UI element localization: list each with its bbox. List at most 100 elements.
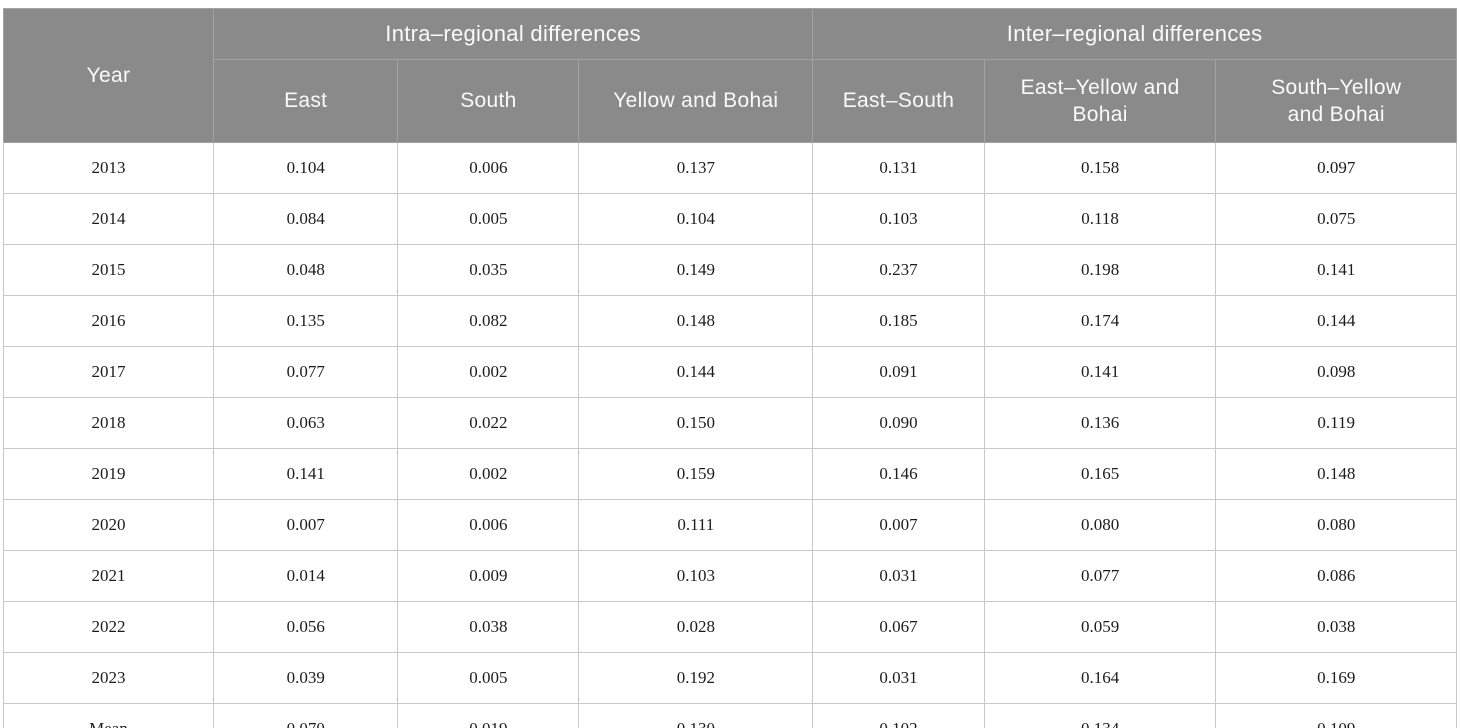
value-cell: 0.141 bbox=[212, 448, 399, 500]
value-cell: 0.098 bbox=[1215, 346, 1457, 398]
value-cell: 0.031 bbox=[812, 550, 985, 602]
value-cell: 0.144 bbox=[578, 346, 814, 398]
year-cell: 2021 bbox=[3, 550, 214, 602]
value-cell: 0.090 bbox=[812, 397, 985, 449]
value-cell: 0.148 bbox=[1215, 448, 1457, 500]
value-cell: 0.022 bbox=[397, 397, 580, 449]
value-cell: 0.080 bbox=[1215, 499, 1457, 551]
value-cell: 0.014 bbox=[212, 550, 399, 602]
table-body: 2013 0.104 0.006 0.137 0.131 0.158 0.097… bbox=[3, 142, 1457, 728]
year-cell: Mean bbox=[3, 703, 214, 728]
value-cell: 0.038 bbox=[1215, 601, 1457, 653]
year-cell: 2013 bbox=[3, 142, 214, 194]
value-cell: 0.158 bbox=[983, 142, 1217, 194]
value-cell: 0.130 bbox=[578, 703, 814, 728]
header-group-row: Year Intra–regional differences Inter–re… bbox=[3, 8, 1457, 143]
value-cell: 0.165 bbox=[983, 448, 1217, 500]
year-cell: 2022 bbox=[3, 601, 214, 653]
table-row: 2021 0.014 0.009 0.103 0.031 0.077 0.086 bbox=[3, 550, 1457, 602]
table-row-mean: Mean 0.070 0.019 0.130 0.102 0.134 0.109 bbox=[3, 703, 1457, 728]
value-cell: 0.136 bbox=[983, 397, 1217, 449]
value-cell: 0.149 bbox=[578, 244, 814, 296]
value-cell: 0.006 bbox=[397, 142, 580, 194]
table-row: 2020 0.007 0.006 0.111 0.007 0.080 0.080 bbox=[3, 499, 1457, 551]
value-cell: 0.006 bbox=[397, 499, 580, 551]
column-group-inter-regional: Inter–regional differences bbox=[812, 8, 1457, 60]
value-cell: 0.134 bbox=[983, 703, 1217, 728]
column-header-yellow-and-bohai: Yellow and Bohai bbox=[578, 59, 814, 143]
column-header-east-yellow-and-bohai: East–Yellow and Bohai bbox=[983, 59, 1217, 143]
value-cell: 0.059 bbox=[983, 601, 1217, 653]
value-cell: 0.174 bbox=[983, 295, 1217, 347]
value-cell: 0.144 bbox=[1215, 295, 1457, 347]
value-cell: 0.131 bbox=[812, 142, 985, 194]
table-row: 2013 0.104 0.006 0.137 0.131 0.158 0.097 bbox=[3, 142, 1457, 194]
value-cell: 0.082 bbox=[397, 295, 580, 347]
value-cell: 0.111 bbox=[578, 499, 814, 551]
value-cell: 0.005 bbox=[397, 652, 580, 704]
value-cell: 0.005 bbox=[397, 193, 580, 245]
value-cell: 0.104 bbox=[212, 142, 399, 194]
value-cell: 0.119 bbox=[1215, 397, 1457, 449]
value-cell: 0.035 bbox=[397, 244, 580, 296]
value-cell: 0.028 bbox=[578, 601, 814, 653]
header-sub-row: East South Yellow and Bohai East–South E… bbox=[4, 59, 1457, 143]
value-cell: 0.109 bbox=[1215, 703, 1457, 728]
table-row: 2019 0.141 0.002 0.159 0.146 0.165 0.148 bbox=[3, 448, 1457, 500]
value-cell: 0.039 bbox=[212, 652, 399, 704]
value-cell: 0.185 bbox=[812, 295, 985, 347]
value-cell: 0.084 bbox=[212, 193, 399, 245]
table-header: Year Intra–regional differences Inter–re… bbox=[3, 8, 1457, 143]
value-cell: 0.148 bbox=[578, 295, 814, 347]
value-cell: 0.009 bbox=[397, 550, 580, 602]
value-cell: 0.007 bbox=[812, 499, 985, 551]
value-cell: 0.137 bbox=[578, 142, 814, 194]
table-row: 2015 0.048 0.035 0.149 0.237 0.198 0.141 bbox=[3, 244, 1457, 296]
value-cell: 0.002 bbox=[397, 448, 580, 500]
value-cell: 0.002 bbox=[397, 346, 580, 398]
year-cell: 2019 bbox=[3, 448, 214, 500]
value-cell: 0.103 bbox=[578, 550, 814, 602]
year-cell: 2014 bbox=[3, 193, 214, 245]
value-cell: 0.063 bbox=[212, 397, 399, 449]
value-cell: 0.159 bbox=[578, 448, 814, 500]
value-cell: 0.146 bbox=[812, 448, 985, 500]
value-cell: 0.102 bbox=[812, 703, 985, 728]
value-cell: 0.077 bbox=[212, 346, 399, 398]
value-cell: 0.097 bbox=[1215, 142, 1457, 194]
column-header-east-south: East–South bbox=[812, 59, 985, 143]
value-cell: 0.007 bbox=[212, 499, 399, 551]
value-cell: 0.237 bbox=[812, 244, 985, 296]
value-cell: 0.070 bbox=[212, 703, 399, 728]
column-header-south: South bbox=[397, 59, 580, 143]
value-cell: 0.104 bbox=[578, 193, 814, 245]
value-cell: 0.067 bbox=[812, 601, 985, 653]
table-row: 2016 0.135 0.082 0.148 0.185 0.174 0.144 bbox=[3, 295, 1457, 347]
column-header-east: East bbox=[212, 59, 399, 143]
value-cell: 0.141 bbox=[1215, 244, 1457, 296]
value-cell: 0.077 bbox=[983, 550, 1217, 602]
value-cell: 0.056 bbox=[212, 601, 399, 653]
value-cell: 0.031 bbox=[812, 652, 985, 704]
table-row: 2017 0.077 0.002 0.144 0.091 0.141 0.098 bbox=[3, 346, 1457, 398]
value-cell: 0.075 bbox=[1215, 193, 1457, 245]
year-cell: 2018 bbox=[3, 397, 214, 449]
value-cell: 0.103 bbox=[812, 193, 985, 245]
value-cell: 0.091 bbox=[812, 346, 985, 398]
table-row: 2022 0.056 0.038 0.028 0.067 0.059 0.038 bbox=[3, 601, 1457, 653]
table-row: 2023 0.039 0.005 0.192 0.031 0.164 0.169 bbox=[3, 652, 1457, 704]
value-cell: 0.086 bbox=[1215, 550, 1457, 602]
column-header-year: Year bbox=[3, 8, 214, 143]
column-header-south-yellow-and-bohai: South–Yellow and Bohai bbox=[1215, 59, 1457, 143]
value-cell: 0.169 bbox=[1215, 652, 1457, 704]
table-row: 2014 0.084 0.005 0.104 0.103 0.118 0.075 bbox=[3, 193, 1457, 245]
value-cell: 0.038 bbox=[397, 601, 580, 653]
value-cell: 0.192 bbox=[578, 652, 814, 704]
value-cell: 0.135 bbox=[212, 295, 399, 347]
column-group-intra-regional: Intra–regional differences bbox=[212, 8, 814, 60]
value-cell: 0.150 bbox=[578, 397, 814, 449]
value-cell: 0.019 bbox=[397, 703, 580, 728]
value-cell: 0.048 bbox=[212, 244, 399, 296]
value-cell: 0.080 bbox=[983, 499, 1217, 551]
